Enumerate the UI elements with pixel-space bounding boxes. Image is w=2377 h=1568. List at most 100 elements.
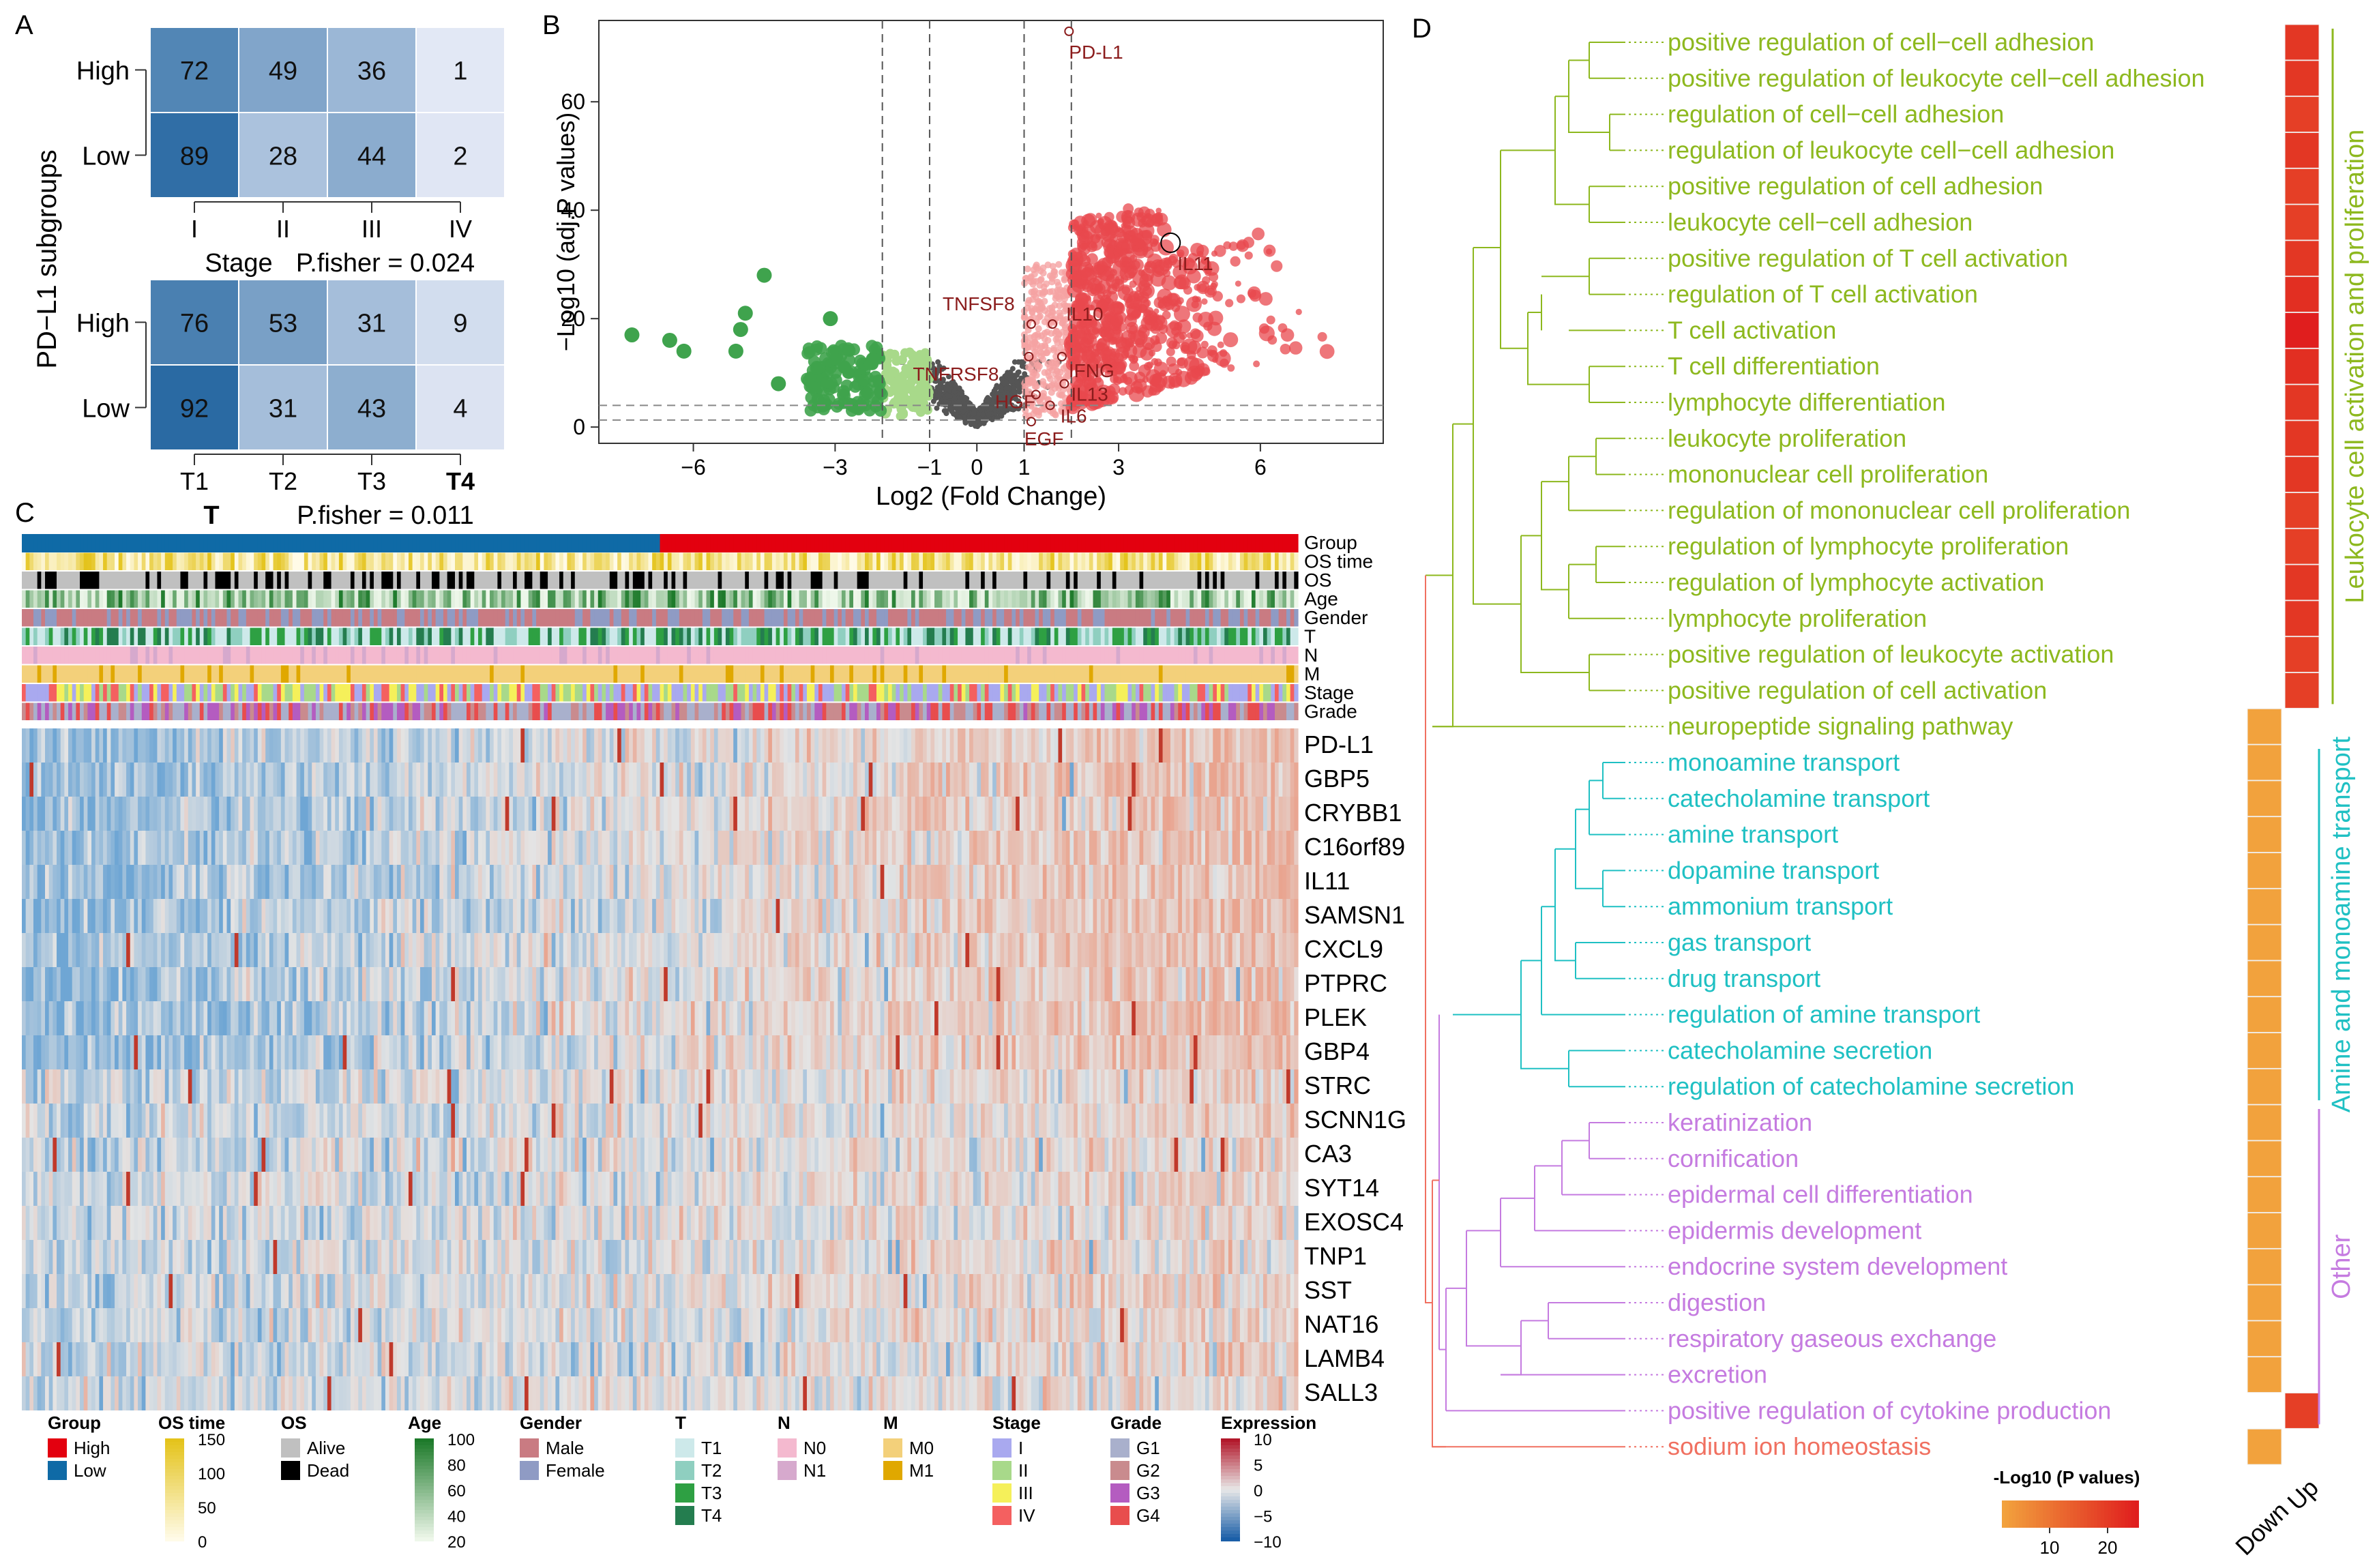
annotation-cell: [861, 534, 866, 552]
annotation-cell: [586, 647, 591, 664]
annotation-cell: [1239, 609, 1245, 627]
annotation-cell: [1081, 534, 1086, 552]
annotation-cell: [180, 590, 185, 608]
annotation-cell: [664, 627, 668, 645]
annotation-cell: [231, 609, 235, 627]
annotation-cell: [1282, 665, 1287, 683]
annotation-cell: [737, 665, 742, 683]
annotation-cell: [675, 609, 680, 627]
annotation-cell: [404, 572, 409, 589]
annotation-cell: [1181, 572, 1187, 589]
point-up-strong: [1153, 297, 1166, 308]
annotation-cell: [161, 590, 166, 608]
annotation-cell: [1019, 609, 1024, 627]
cell-value: 92: [180, 395, 209, 424]
annotation-cell: [505, 647, 510, 664]
annotation-cell: [1123, 627, 1129, 645]
point-not-significant: [1003, 385, 1009, 391]
annotation-cell: [926, 665, 931, 683]
annotation-cell: [942, 572, 947, 589]
annotation-cell: [1147, 590, 1152, 608]
annotation-cell: [760, 572, 765, 589]
annotation-cell: [257, 609, 263, 627]
point-up-weak: [1052, 336, 1060, 343]
annotation-cell: [1158, 534, 1164, 552]
annotation-cell: [737, 609, 742, 627]
annotation-cell: [764, 590, 769, 608]
annotation-cell: [926, 590, 931, 608]
point-up-strong: [1196, 280, 1210, 295]
annotation-cell: [493, 647, 498, 664]
point-up-strong: [1114, 228, 1125, 238]
annotation-cell: [1282, 534, 1287, 552]
point-not-significant: [1010, 406, 1016, 413]
annotation-cell: [53, 665, 57, 683]
annotation-cell: [1220, 572, 1225, 589]
annotation-cell: [68, 647, 73, 664]
annotation-cell: [938, 647, 943, 664]
annotation-cell: [590, 627, 595, 645]
point-down-weak: [909, 398, 919, 409]
annotation-cell: [1112, 590, 1117, 608]
annotation-cell: [713, 627, 719, 645]
annotation-cell: [1116, 647, 1121, 664]
annotation-cell: [621, 609, 626, 627]
annotation-cell: [845, 590, 850, 608]
annotation-cell: [455, 627, 460, 645]
annotation-cell: [1267, 647, 1271, 664]
annotation-cell: [346, 572, 351, 589]
annotation-cell: [853, 590, 858, 608]
annotation-cell: [729, 627, 734, 645]
annotation-cell: [57, 590, 61, 608]
annotation-cell: [1178, 590, 1183, 608]
annotation-cell: [41, 552, 46, 570]
annotation-cell: [72, 552, 76, 570]
annotation-cell: [706, 609, 711, 627]
annotation-cell: [981, 590, 986, 608]
annotation-cell: [385, 534, 390, 552]
annotation-cell: [354, 665, 359, 683]
annotation-cell: [203, 684, 208, 702]
point-up-weak: [1039, 378, 1047, 385]
annotation-cell: [698, 647, 703, 664]
annotation-cell: [1263, 609, 1268, 627]
annotation-cell: [582, 647, 587, 664]
annotation-cell: [1031, 665, 1036, 683]
annotation-cell: [1097, 552, 1102, 570]
point-up-strong: [1076, 326, 1091, 341]
annotation-cell: [447, 627, 452, 645]
annotation-cell: [1065, 609, 1071, 627]
annotation-cell: [590, 572, 595, 589]
annotation-cell: [350, 572, 355, 589]
annotation-cell: [103, 552, 108, 570]
cell-value: 53: [269, 310, 297, 338]
annotation-cell: [988, 552, 993, 570]
point-up-strong: [1196, 346, 1209, 359]
annotation-cell: [1085, 590, 1090, 608]
annotation-cell: [188, 665, 193, 683]
annotation-cell: [1181, 647, 1187, 664]
annotation-cell: [68, 684, 73, 702]
annotation-cell: [1120, 552, 1125, 570]
annotation-cell: [1174, 572, 1179, 589]
annotation-cell: [741, 534, 745, 552]
annotation-cell: [110, 647, 115, 664]
point-up-strong: [1212, 357, 1218, 364]
annotation-cell: [1247, 534, 1252, 552]
annotation-cell: [934, 572, 939, 589]
annotation-cell: [451, 590, 456, 608]
annotation-cell: [431, 647, 437, 664]
point-up-strong: [1230, 256, 1241, 267]
annotation-cell: [756, 590, 761, 608]
annotation-cell: [722, 572, 726, 589]
annotation-cell: [532, 647, 537, 664]
annotation-cell: [833, 647, 838, 664]
annotation-cell: [1224, 647, 1229, 664]
annotation-cell: [896, 552, 900, 570]
point-up-strong: [1253, 360, 1260, 368]
annotation-cell: [597, 534, 603, 552]
annotation-cell: [257, 665, 263, 683]
annotation-cell: [540, 590, 545, 608]
annotation-cell: [83, 627, 88, 645]
